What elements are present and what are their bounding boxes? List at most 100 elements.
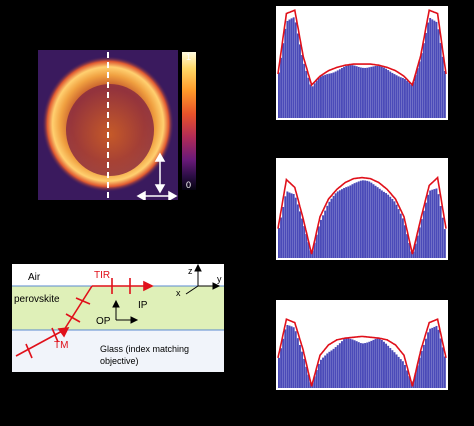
tir-scheme: Air perovskite Glass (index matching obj…: [12, 263, 224, 372]
profile-bar: [303, 226, 306, 258]
profile-bar: [307, 242, 310, 258]
profile-bar: [404, 225, 406, 258]
ip-label: IP: [138, 300, 148, 311]
profile-bar: [292, 194, 295, 258]
profile-bar: [326, 74, 329, 118]
profile-bar: [406, 80, 409, 118]
profile-bar: [282, 338, 285, 388]
profile-bar: [359, 343, 362, 388]
profile-bar: [395, 75, 398, 118]
profile-bar: [399, 213, 402, 258]
profile-bar: [376, 65, 379, 118]
profile-bar: [278, 357, 280, 388]
inner-disk: [66, 84, 154, 176]
profile-bar: [437, 29, 440, 118]
profile-bar: [341, 341, 343, 388]
profile-bar: [385, 343, 388, 388]
pl-intensity-map: [38, 50, 178, 202]
profile-bar: [330, 198, 333, 258]
profile-chart-1: [276, 6, 448, 120]
profile-bar: [387, 70, 390, 118]
profile-bar: [338, 343, 341, 388]
profile-bar: [416, 235, 419, 258]
profile-bar: [288, 192, 291, 258]
colorbar: [182, 52, 196, 190]
profile-bar: [313, 242, 316, 258]
profile-bar: [393, 74, 396, 118]
profile-bar: [280, 217, 283, 258]
profile-bar: [414, 74, 417, 118]
profile-bar: [315, 370, 318, 388]
profile-bar: [383, 341, 385, 388]
profile-bar: [334, 193, 337, 258]
profile-bar: [437, 194, 440, 258]
profile-bar: [334, 347, 337, 388]
profile-bar: [393, 201, 396, 258]
profile-bar: [345, 65, 348, 118]
profile-bar: [368, 341, 371, 388]
profile-bar: [328, 201, 331, 258]
profile-bar: [347, 186, 350, 258]
profile-bar: [305, 70, 308, 118]
profile-bar: [320, 219, 322, 258]
profile-bar: [284, 196, 287, 258]
profile-bar: [359, 180, 362, 258]
profile-bar: [431, 327, 434, 388]
profile-bar: [439, 338, 442, 388]
profile-bar: [320, 76, 322, 118]
profile-bar: [404, 364, 406, 388]
profile-bar: [372, 339, 375, 388]
profile-bar: [427, 22, 430, 118]
profile-bar: [374, 338, 377, 388]
profile-bar: [418, 61, 421, 118]
profile-bar: [359, 67, 362, 118]
profile-bar: [429, 190, 432, 258]
profile-bar: [408, 242, 411, 258]
profile-bar: [418, 227, 421, 258]
profile-bar: [385, 68, 388, 118]
profile-bar: [380, 190, 383, 258]
profile-bar: [334, 71, 337, 118]
profile-bar: [443, 229, 446, 258]
profile-bar: [296, 204, 299, 258]
profile-bar: [349, 338, 352, 388]
profile-bar: [416, 68, 419, 118]
profile-bar: [420, 350, 423, 388]
polarization-arrows-icon: [136, 152, 178, 202]
profile-bar: [343, 339, 346, 388]
profile-bar: [336, 345, 339, 388]
profile-bar: [401, 218, 404, 258]
profile-bar: [332, 348, 335, 388]
profile-bar: [309, 250, 312, 258]
profile-bar: [336, 70, 339, 118]
profile-bar: [347, 338, 350, 388]
profile-bar: [305, 366, 308, 388]
profile-bar: [303, 63, 306, 118]
profile-bar: [309, 382, 312, 388]
profile-bar: [393, 352, 396, 388]
profile-bar: [389, 196, 392, 258]
profile-bar: [315, 234, 318, 258]
profile-bar: [307, 77, 310, 118]
profile-bar: [290, 326, 293, 388]
profile-bar: [410, 84, 413, 118]
profile-bar: [441, 56, 444, 118]
profile-bar: [372, 66, 375, 118]
profile-bar: [324, 355, 327, 388]
profile-bar: [282, 43, 285, 119]
profile-bar: [416, 365, 419, 388]
profile-bar: [364, 180, 367, 258]
profile-bar: [443, 356, 446, 388]
profile-bar: [288, 325, 291, 388]
glass-label-line2: objective): [100, 356, 139, 366]
profile-bar: [408, 82, 411, 118]
profile-bar: [301, 351, 304, 388]
profile-bar: [317, 78, 320, 118]
profile-bar: [420, 219, 423, 258]
profile-bar: [366, 67, 369, 118]
profile-bar: [290, 193, 293, 258]
profile-bar: [282, 206, 285, 258]
profile-bar: [338, 69, 341, 118]
profile-bar: [412, 251, 415, 258]
profile-bar: [292, 17, 295, 118]
